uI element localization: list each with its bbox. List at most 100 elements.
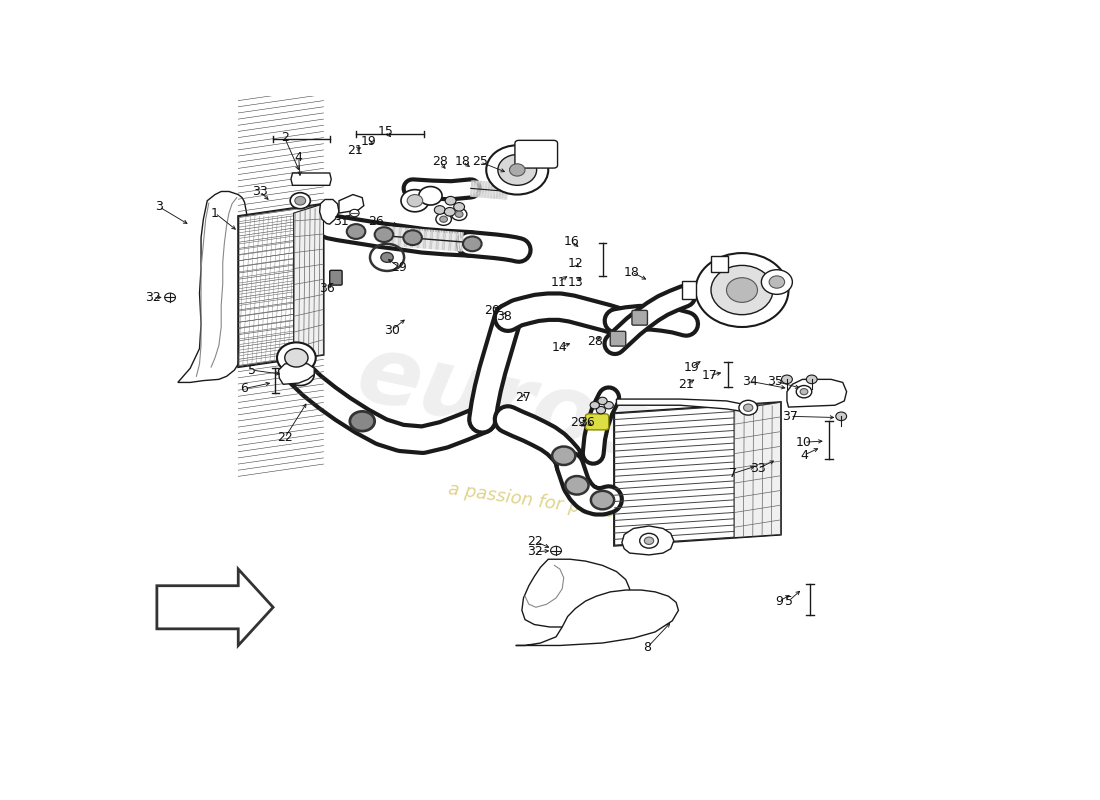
Circle shape [350, 411, 375, 431]
Text: 16: 16 [563, 235, 580, 248]
Text: 36: 36 [579, 416, 595, 429]
Circle shape [455, 211, 463, 218]
Text: 7: 7 [728, 467, 737, 480]
Polygon shape [320, 199, 339, 224]
Circle shape [596, 406, 606, 414]
Polygon shape [734, 402, 781, 538]
Text: 32: 32 [145, 291, 161, 304]
Circle shape [781, 375, 792, 384]
Text: 13: 13 [568, 275, 583, 289]
Circle shape [286, 363, 315, 386]
FancyBboxPatch shape [682, 281, 696, 299]
Circle shape [598, 398, 607, 405]
Circle shape [498, 154, 537, 186]
Text: 35: 35 [768, 374, 783, 388]
Circle shape [711, 266, 773, 314]
Circle shape [744, 404, 752, 411]
Polygon shape [516, 590, 679, 646]
Circle shape [486, 146, 548, 194]
Text: 25: 25 [472, 155, 488, 169]
Text: 4: 4 [800, 449, 807, 462]
Polygon shape [294, 204, 323, 359]
Circle shape [590, 402, 600, 409]
FancyBboxPatch shape [515, 140, 558, 168]
Circle shape [591, 491, 614, 510]
Circle shape [796, 386, 812, 398]
Circle shape [551, 546, 561, 555]
Text: 34: 34 [741, 374, 758, 388]
Text: 38: 38 [496, 310, 512, 323]
Text: 31: 31 [333, 214, 349, 227]
Polygon shape [621, 526, 674, 555]
Text: 6: 6 [241, 382, 249, 395]
FancyBboxPatch shape [585, 414, 608, 430]
Circle shape [604, 402, 614, 409]
Circle shape [285, 349, 308, 367]
Polygon shape [239, 204, 323, 367]
Circle shape [165, 293, 176, 302]
Polygon shape [339, 194, 364, 213]
Text: 22: 22 [527, 535, 543, 548]
Circle shape [695, 253, 789, 327]
Text: 8: 8 [644, 641, 651, 654]
Circle shape [552, 446, 575, 465]
Circle shape [407, 194, 422, 207]
Text: 10: 10 [796, 436, 812, 449]
Text: 2: 2 [280, 131, 288, 144]
Circle shape [446, 197, 456, 205]
Circle shape [440, 216, 448, 222]
Text: 30: 30 [384, 323, 399, 337]
Circle shape [436, 213, 451, 226]
Circle shape [350, 210, 359, 217]
Circle shape [375, 227, 394, 242]
Text: 12: 12 [568, 257, 583, 270]
Text: 29: 29 [570, 416, 585, 429]
Text: 19: 19 [361, 135, 376, 148]
Text: 32: 32 [527, 546, 543, 558]
Text: 19: 19 [684, 361, 700, 374]
Circle shape [769, 276, 784, 288]
Circle shape [451, 208, 466, 221]
Text: 37: 37 [782, 410, 797, 423]
Text: euroses: euroses [349, 328, 779, 505]
Text: 29: 29 [392, 261, 407, 274]
Text: 11: 11 [550, 275, 566, 289]
Polygon shape [157, 569, 273, 646]
Polygon shape [786, 379, 847, 407]
Circle shape [295, 197, 306, 205]
Text: 4: 4 [295, 151, 302, 164]
FancyBboxPatch shape [631, 310, 648, 325]
Circle shape [346, 224, 365, 239]
Text: 27: 27 [516, 391, 531, 404]
Circle shape [565, 476, 588, 494]
Circle shape [640, 534, 658, 548]
Polygon shape [292, 173, 331, 186]
Text: 15: 15 [377, 126, 394, 138]
Text: 21: 21 [679, 378, 694, 390]
Circle shape [434, 206, 446, 214]
Polygon shape [178, 191, 252, 382]
FancyBboxPatch shape [330, 270, 342, 285]
Circle shape [277, 342, 316, 373]
Text: 9: 9 [776, 594, 783, 608]
Circle shape [800, 389, 807, 394]
Text: 26: 26 [368, 214, 384, 227]
Circle shape [404, 230, 422, 245]
Text: 5: 5 [249, 364, 256, 377]
Text: 33: 33 [252, 185, 267, 198]
Text: 3: 3 [155, 200, 163, 214]
Text: 28: 28 [587, 334, 604, 348]
Text: 28: 28 [432, 155, 448, 169]
Text: a passion for parts online 1985: a passion for parts online 1985 [447, 480, 727, 537]
Text: 22: 22 [277, 431, 293, 444]
Circle shape [761, 270, 792, 294]
Circle shape [381, 253, 394, 262]
Text: 5: 5 [784, 594, 792, 608]
Circle shape [290, 193, 310, 209]
Circle shape [419, 186, 442, 205]
Text: 18: 18 [624, 266, 640, 278]
Circle shape [806, 375, 817, 384]
Polygon shape [614, 402, 781, 546]
Text: 17: 17 [702, 369, 717, 382]
Polygon shape [616, 399, 751, 411]
